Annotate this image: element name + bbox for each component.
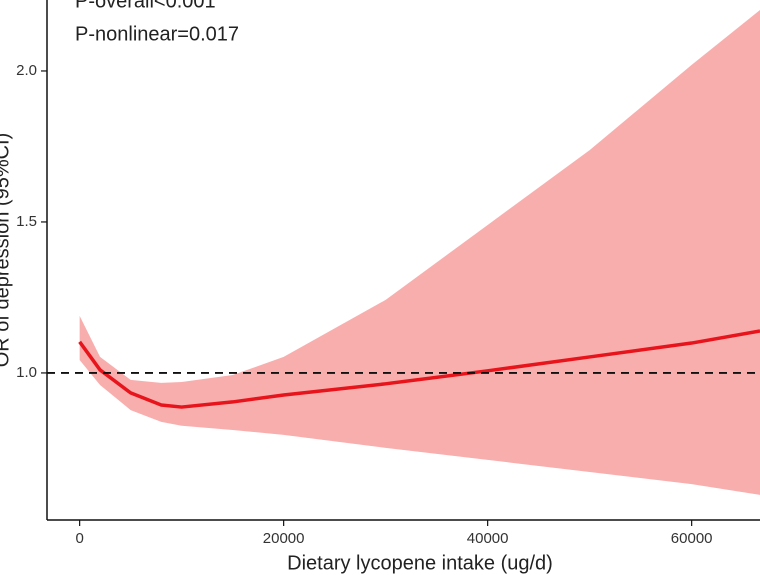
confidence-band — [79, 9, 760, 495]
x-tick-label: 0 — [75, 530, 83, 547]
x-tick-label: 60000 — [671, 530, 713, 547]
x-axis-label: Dietary lycopene intake (ug/d) — [287, 552, 553, 574]
annotation: P-nonlinear=0.017 — [75, 23, 239, 45]
annotation: P-overall<0.001 — [75, 0, 216, 12]
line — [78, 329, 760, 409]
x-tick-label: 40000 — [467, 530, 509, 547]
plot-area — [78, 9, 760, 495]
y-tick-label: 2.0 — [16, 62, 37, 79]
y-tick-label: 1.5 — [16, 213, 37, 230]
x-tick-label: 20000 — [263, 530, 305, 547]
y-tick-label: 1.0 — [16, 364, 37, 381]
y-axis-label: OR of depression (95%CI) — [0, 133, 13, 368]
